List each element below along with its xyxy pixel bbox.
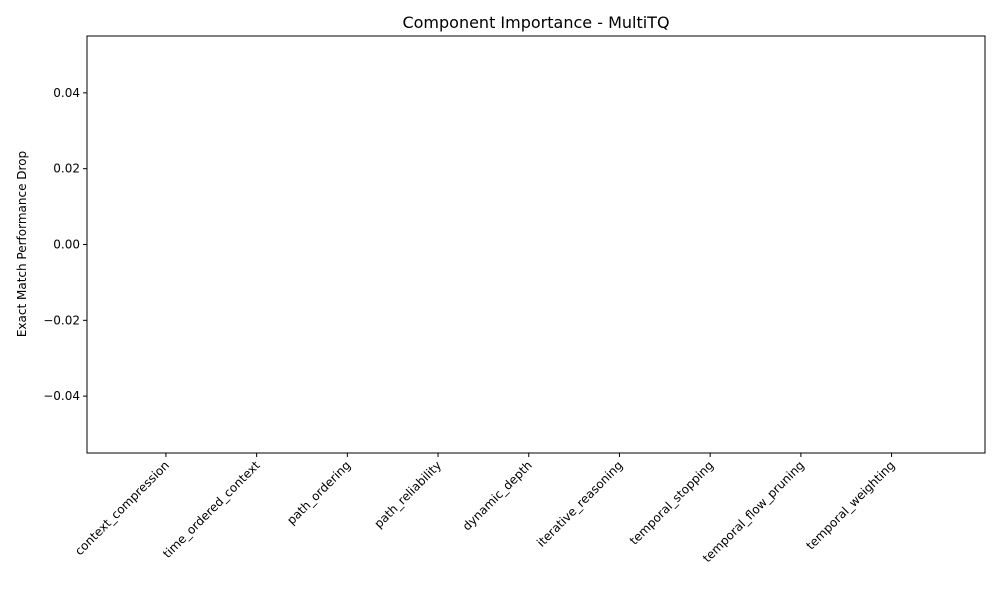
y-tick-label: 0.02 <box>53 162 80 176</box>
x-tick-label: context_compression <box>72 458 172 558</box>
y-axis-label: Exact Match Performance Drop <box>15 151 29 337</box>
x-tick-label: temporal_flow_pruning <box>700 458 807 565</box>
x-tick-label: temporal_weighting <box>803 458 897 552</box>
x-tick-label: iterative_reasoning <box>534 458 626 550</box>
y-tick-label: −0.02 <box>43 313 80 327</box>
y-tick-label: 0.00 <box>53 238 80 252</box>
x-tick-label: time_ordered_context <box>160 458 263 561</box>
x-tick-label: path_ordering <box>284 458 353 527</box>
x-tick-label: path_reliability <box>371 458 444 531</box>
x-tick-label: temporal_stopping <box>627 458 716 547</box>
y-axis: −0.04 −0.02 0.00 0.02 0.04 <box>43 86 87 403</box>
y-tick-label: −0.04 <box>43 389 80 403</box>
plot-frame <box>86 35 986 454</box>
x-tick-label: dynamic_depth <box>460 458 535 533</box>
y-tick-label: 0.04 <box>53 86 80 100</box>
chart-title: Component Importance - MultiTQ <box>402 13 669 32</box>
